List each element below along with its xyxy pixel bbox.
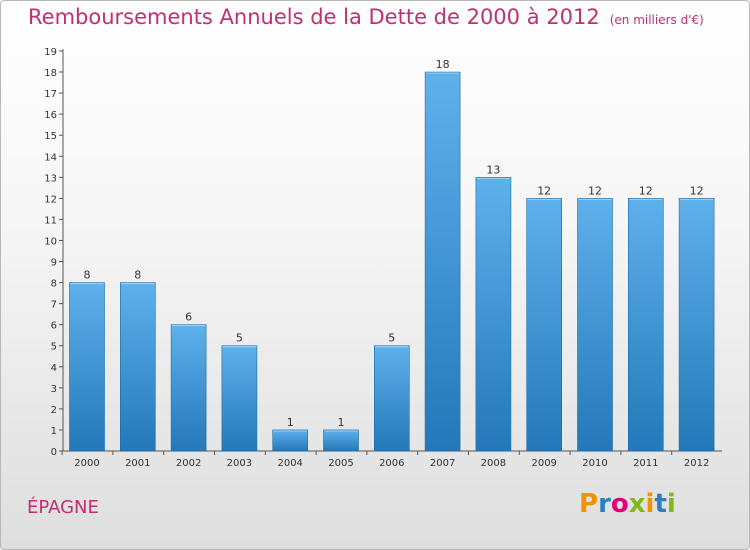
y-tick-label: 12 xyxy=(44,194,57,205)
logo-letter: P xyxy=(579,489,599,519)
bar xyxy=(526,198,563,452)
logo-letter: o xyxy=(610,489,629,519)
bar-value-label: 8 xyxy=(134,269,141,282)
bar-value-label: 13 xyxy=(486,163,500,176)
bar xyxy=(170,324,207,452)
bar-value-label: 5 xyxy=(388,332,395,345)
y-tick-label: 4 xyxy=(51,363,57,374)
bar-value-label: 5 xyxy=(236,332,243,345)
logo-letter: i xyxy=(666,489,676,519)
bar-value-label: 12 xyxy=(588,184,602,197)
x-tick-label: 2004 xyxy=(277,458,302,469)
bar xyxy=(577,198,613,452)
x-tick-label: 2012 xyxy=(684,458,709,469)
y-tick-label: 19 xyxy=(44,47,57,58)
y-tick-label: 1 xyxy=(51,426,57,437)
bar-value-label: 6 xyxy=(185,311,192,324)
y-tick-label: 6 xyxy=(51,321,57,332)
bar-value-label: 1 xyxy=(287,416,294,429)
bar xyxy=(323,429,359,452)
y-tick-label: 18 xyxy=(44,68,57,79)
x-tick-label: 2007 xyxy=(430,458,455,469)
x-tick-label: 2000 xyxy=(74,458,99,469)
logo-letter: t xyxy=(654,489,667,519)
x-tick-label: 2010 xyxy=(582,458,607,469)
x-tick-label: 2003 xyxy=(227,458,252,469)
y-tick-label: 16 xyxy=(44,110,57,121)
logo-letter: x xyxy=(628,489,646,519)
x-tick-label: 2005 xyxy=(328,458,353,469)
bar xyxy=(373,345,410,452)
proxiti-logo[interactable]: Proxiti xyxy=(579,489,676,519)
y-tick-label: 17 xyxy=(44,89,57,100)
x-tick-label: 2006 xyxy=(379,458,404,469)
bar-value-label: 12 xyxy=(690,184,704,197)
bar-value-label: 12 xyxy=(537,184,551,197)
y-tick-label: 10 xyxy=(44,236,57,247)
y-tick-label: 2 xyxy=(51,405,57,416)
x-tick-label: 2009 xyxy=(531,458,556,469)
x-tick-label: 2011 xyxy=(633,458,658,469)
bar xyxy=(272,429,309,452)
commune-name: ÉPAGNE xyxy=(27,497,99,518)
chart-title: Remboursements Annuels de la Dette de 20… xyxy=(28,5,704,29)
chart-subtitle: (en milliers d'€) xyxy=(609,13,704,27)
chart-title-text: Remboursements Annuels de la Dette de 20… xyxy=(28,5,600,29)
bar xyxy=(627,198,664,452)
y-tick-label: 8 xyxy=(51,279,57,290)
y-tick-label: 11 xyxy=(44,215,57,226)
bar xyxy=(221,345,258,452)
y-tick-label: 0 xyxy=(51,447,57,458)
x-tick-label: 2002 xyxy=(176,458,201,469)
logo-letter: i xyxy=(645,489,655,519)
bar-value-label: 8 xyxy=(84,269,91,282)
bar-value-label: 1 xyxy=(338,416,345,429)
bar xyxy=(424,71,461,452)
y-tick-label: 7 xyxy=(51,300,57,311)
y-tick-label: 13 xyxy=(44,173,57,184)
logo-letter: r xyxy=(598,489,611,519)
chart-bars: 8 8 6 5 1 1 5 18 13 12 12 12 12 xyxy=(69,58,715,452)
y-tick-label: 5 xyxy=(51,342,57,353)
x-tick-label: 2008 xyxy=(481,458,506,469)
y-tick-label: 14 xyxy=(44,152,57,163)
y-tick-label: 15 xyxy=(44,131,57,142)
x-tick-label: 2001 xyxy=(125,458,150,469)
bar xyxy=(678,198,715,452)
bar xyxy=(120,282,156,452)
y-tick-label: 9 xyxy=(51,258,57,269)
y-tick-label: 3 xyxy=(51,384,57,395)
bar-value-label: 12 xyxy=(639,184,653,197)
bar xyxy=(69,282,105,452)
bar xyxy=(475,177,512,452)
bar-value-label: 18 xyxy=(436,58,450,71)
